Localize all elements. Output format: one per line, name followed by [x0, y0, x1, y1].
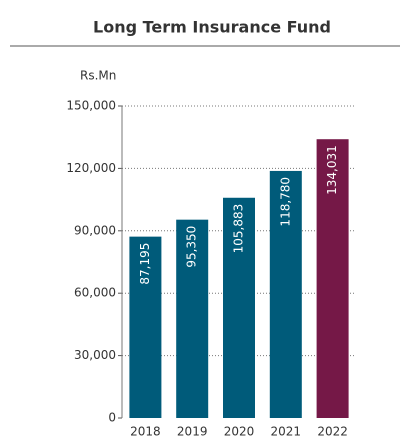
bar [269, 170, 302, 418]
x-tick-label: 2022 [317, 425, 348, 439]
value-label: 87,195 [138, 243, 152, 285]
bar [316, 139, 349, 418]
y-tick-label: 90,000 [74, 223, 116, 237]
bar [223, 197, 255, 418]
y-tick-label: 150,000 [66, 99, 116, 113]
y-tick-label: 120,000 [66, 161, 116, 175]
value-label: 118,780 [278, 177, 292, 227]
value-label: 134,031 [325, 145, 339, 195]
value-label: 95,350 [185, 226, 199, 268]
value-label: 105,883 [232, 204, 246, 254]
y-tick-label: 0 [108, 411, 116, 425]
chart-title: Long Term Insurance Fund [93, 18, 331, 37]
bar [129, 236, 162, 418]
x-tick-label: 2020 [224, 425, 255, 439]
x-tick-label: 2021 [271, 425, 302, 439]
x-tick-label: 2019 [177, 425, 208, 439]
x-tick-label: 2018 [130, 425, 161, 439]
bar [176, 219, 209, 418]
y-tick-label: 30,000 [74, 348, 116, 362]
y-axis-label: Rs.Mn [80, 69, 116, 83]
y-tick-label: 60,000 [74, 286, 116, 300]
